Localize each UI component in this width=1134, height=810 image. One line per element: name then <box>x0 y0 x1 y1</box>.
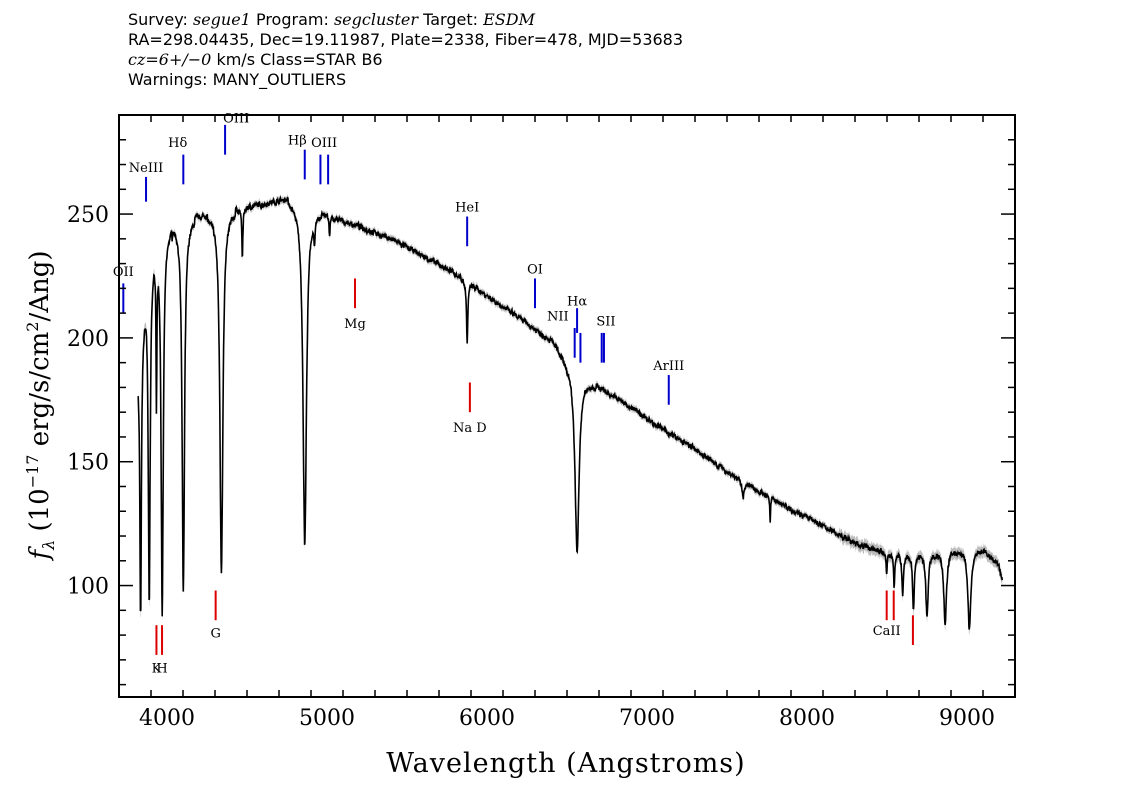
x-tick-label: 8000 <box>779 706 835 731</box>
program-value: segcluster <box>333 10 419 29</box>
y-tick-label: 250 <box>67 203 109 228</box>
header-line-coordinates: RA=298.04435, Dec=19.11987, Plate=2338, … <box>128 30 684 49</box>
redshift-value: cz=6+/−0 <box>128 50 212 69</box>
x-tick-label: 5000 <box>299 706 355 731</box>
absorption-line-label: Mg <box>344 317 366 332</box>
class-value: km/s Class=STAR B6 <box>211 50 383 69</box>
x-tick-label: 7000 <box>619 706 675 731</box>
flux-line <box>137 195 1003 630</box>
emission-line-label: ArIII <box>652 359 684 374</box>
emission-line-label: NII <box>547 310 569 325</box>
absorption-line-label: K <box>152 661 162 676</box>
plot-frame <box>118 114 1016 698</box>
y-tick-label: 200 <box>67 327 109 352</box>
x-axis-label: Wavelength (Angstroms) <box>386 748 745 779</box>
absorption-line-label: H <box>156 661 167 676</box>
target-label: Target: <box>423 10 478 29</box>
survey-label: Survey: <box>128 10 188 29</box>
error-band <box>138 193 1003 636</box>
emission-line-label: SII <box>596 315 615 330</box>
emission-line-label: OII <box>113 265 134 280</box>
x-tick-label: 6000 <box>459 706 515 731</box>
y-axis-label: fλ (10−17 erg/s/cm2/Ang) <box>23 250 58 561</box>
y-tick-label: 150 <box>67 451 109 476</box>
absorption-line-label: Na D <box>453 421 487 436</box>
axis-ticks: 4000 5000 6000 7000 8000 9000 100 150 200 250 <box>67 114 1016 731</box>
absorption-line-label: CaII <box>873 624 901 639</box>
emission-line-label: OI <box>527 263 543 278</box>
y-tick-label: 100 <box>67 575 109 600</box>
emission-line-label: OIII <box>311 136 337 151</box>
emission-line-label: Hα <box>567 295 587 310</box>
emission-line-label: Hβ <box>288 134 307 149</box>
flux-error-band <box>138 193 1003 636</box>
program-label: Program: <box>255 10 329 29</box>
x-tick-label: 4000 <box>139 706 195 731</box>
emission-line-label: HeI <box>455 201 479 216</box>
absorption-line-label: G <box>210 627 220 642</box>
x-tick-label: 9000 <box>939 706 995 731</box>
emission-line-label: Hδ <box>168 136 187 151</box>
header-line-redshift: cz=6+/−0 km/s Class=STAR B6 <box>128 50 683 70</box>
emission-line-label: OIII <box>223 111 249 126</box>
spectrum-header: Survey: segue1 Program: segcluster Targe… <box>128 10 683 90</box>
header-line-warnings: Warnings: MANY_OUTLIERS <box>128 70 347 89</box>
header-line-survey: Survey: segue1 Program: segcluster Targe… <box>128 10 683 30</box>
flux-curve <box>137 195 1003 630</box>
survey-value: segue1 <box>192 10 251 29</box>
target-value: ESDM <box>483 10 535 29</box>
emission-line-label: NeIII <box>129 161 163 176</box>
